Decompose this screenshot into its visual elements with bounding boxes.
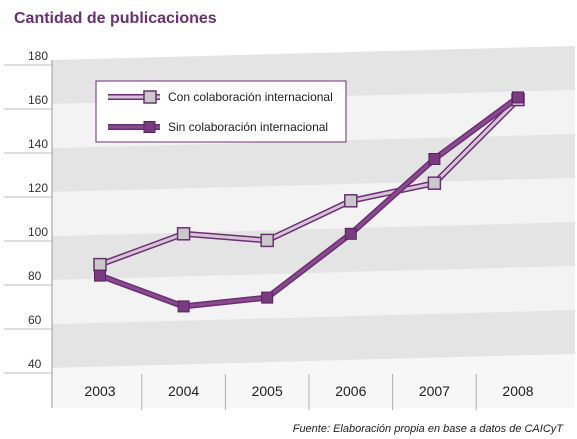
data-point-sin bbox=[261, 291, 274, 304]
legend-marker-con bbox=[143, 90, 157, 104]
y-tick-label: 80 bbox=[28, 269, 42, 283]
data-point-con bbox=[260, 233, 274, 248]
y-tick-label: 120 bbox=[28, 181, 48, 195]
data-point-con bbox=[176, 227, 191, 241]
data-point-sin bbox=[512, 91, 524, 104]
y-tick-label: 60 bbox=[28, 313, 42, 327]
legend-marker-sin bbox=[143, 121, 156, 133]
data-point-sin bbox=[344, 227, 357, 240]
legend: Con colaboración internacional Sin colabo… bbox=[95, 80, 347, 143]
legend-label: Sin colaboración internacional bbox=[168, 120, 328, 134]
y-tick-label: 140 bbox=[28, 137, 48, 151]
series-line bbox=[99, 98, 520, 267]
x-tick-label: 2007 bbox=[419, 383, 450, 399]
data-point-con bbox=[427, 176, 442, 190]
y-tick-label: 40 bbox=[28, 357, 42, 371]
data-point-con bbox=[93, 257, 107, 272]
legend-box bbox=[95, 80, 347, 143]
series-layer bbox=[93, 91, 525, 313]
x-tick-label: 2003 bbox=[84, 383, 115, 399]
y-tick-label: 100 bbox=[28, 225, 48, 239]
x-axis: 2003 2004 2005 2006 2007 2008 bbox=[84, 374, 534, 410]
series-line bbox=[99, 96, 519, 308]
x-axis-band bbox=[52, 354, 575, 408]
band bbox=[52, 178, 575, 236]
chart-title: Cantidad de publicaciones bbox=[14, 10, 217, 27]
data-point-sin bbox=[428, 153, 441, 165]
source-note: Fuente: Elaboración propia en base a dat… bbox=[293, 423, 565, 435]
x-tick-label: 2005 bbox=[252, 383, 283, 399]
x-tick-label: 2004 bbox=[168, 383, 199, 399]
data-point-con bbox=[344, 194, 358, 208]
y-tick-label: 160 bbox=[28, 93, 48, 107]
data-point-sin bbox=[177, 300, 190, 313]
x-tick-label: 2006 bbox=[335, 383, 366, 399]
y-tick-label: 180 bbox=[28, 49, 48, 63]
legend-label: Con colaboración internacional bbox=[168, 90, 333, 104]
band bbox=[52, 310, 575, 368]
x-tick-label: 2008 bbox=[502, 383, 533, 399]
data-point-sin bbox=[94, 269, 106, 282]
y-axis-ticks: 40 60 80 100 120 140 160 180 bbox=[4, 49, 53, 408]
